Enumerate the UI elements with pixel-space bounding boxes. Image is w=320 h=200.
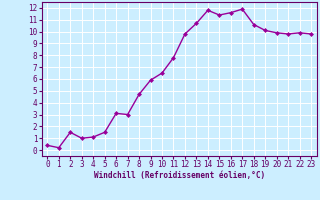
X-axis label: Windchill (Refroidissement éolien,°C): Windchill (Refroidissement éolien,°C) [94, 171, 265, 180]
